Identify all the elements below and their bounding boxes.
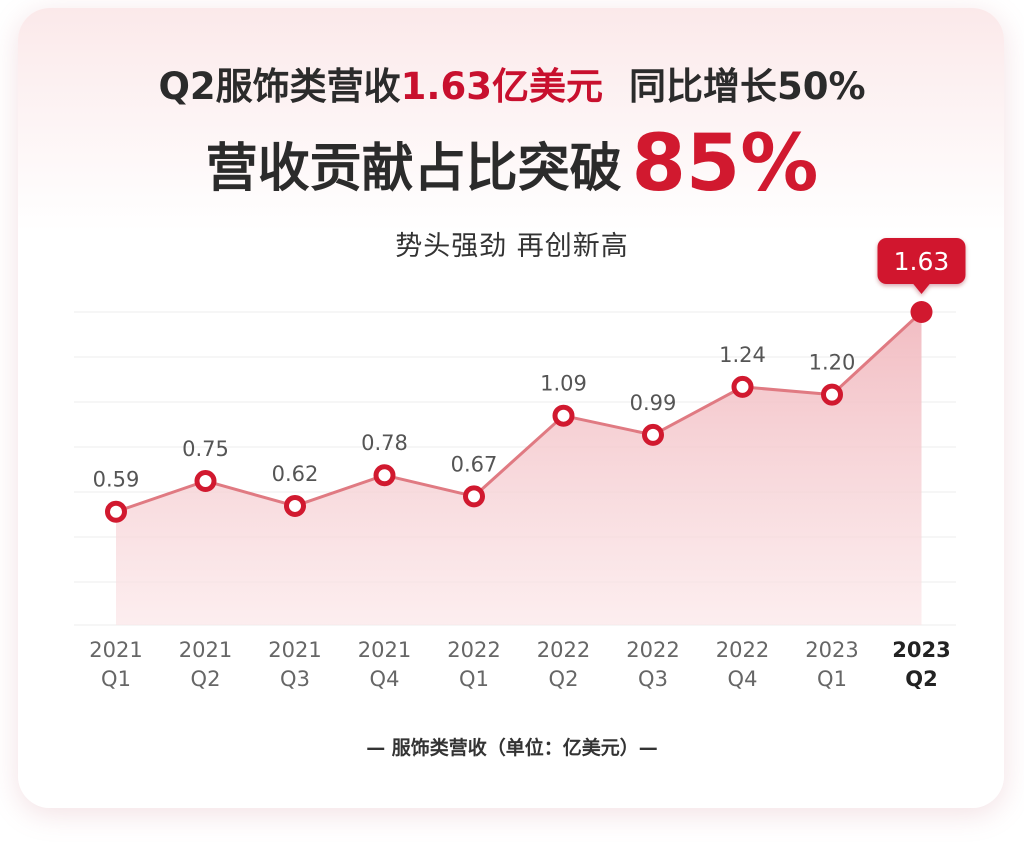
- callout-box: [877, 238, 966, 284]
- x-tick-quarter: Q3: [638, 667, 668, 691]
- data-point: [284, 494, 306, 517]
- x-tick-quarter: Q3: [280, 667, 310, 691]
- value-label: 1.20: [809, 351, 856, 375]
- headline-share-percent: 85%: [631, 119, 819, 209]
- x-tick-quarter: Q2: [549, 667, 579, 691]
- x-tick-year: 2022: [716, 638, 769, 662]
- data-point: [105, 500, 127, 523]
- value-label: 0.75: [182, 437, 229, 461]
- value-label: 0.78: [361, 431, 408, 455]
- value-label: 0.62: [272, 462, 319, 486]
- value-label: 0.59: [93, 468, 140, 492]
- x-tick-year: 2022: [626, 638, 679, 662]
- data-point: [642, 423, 664, 446]
- value-label: 1.09: [540, 372, 587, 396]
- callout-highlight: 1.63: [877, 238, 966, 294]
- x-tick-year: 2022: [447, 638, 500, 662]
- headline-share: 营收贡献占比突破 85%: [0, 124, 1024, 209]
- series-legend: — 服饰类营收（单位：亿美元）—: [366, 737, 658, 759]
- data-point: [821, 383, 843, 406]
- headline-amount: 1.63亿美元: [400, 65, 603, 108]
- value-label-highlight: 1.63: [894, 247, 950, 276]
- data-point: [194, 469, 217, 492]
- x-tick-year: 2021: [179, 638, 232, 662]
- x-tick-quarter: Q4: [728, 667, 758, 691]
- x-tick-year: 2021: [268, 638, 321, 662]
- series-line: [115, 310, 923, 514]
- x-tick-year: 2021: [358, 638, 411, 662]
- x-tick-year: 2022: [537, 638, 590, 662]
- x-tick-year: 2023: [805, 638, 858, 662]
- x-tick-quarter: Q2: [191, 667, 221, 691]
- series-area: [116, 312, 922, 625]
- x-tick-quarter: Q1: [817, 667, 847, 691]
- headline-revenue: Q2服饰类营收1.63亿美元 同比增长50%: [0, 56, 1024, 110]
- data-point: [373, 464, 396, 487]
- headline-prefix: Q2服饰类营收: [158, 65, 401, 108]
- subtitle: 势头强劲 再创新高: [395, 231, 629, 262]
- value-label: 0.99: [630, 391, 677, 415]
- x-tick-year: 2023: [892, 638, 950, 662]
- value-label: 0.67: [451, 452, 498, 476]
- headline-share-text: 营收贡献占比突破: [205, 139, 622, 199]
- value-label: 1.24: [719, 343, 766, 367]
- x-tick-quarter: Q1: [459, 667, 489, 691]
- x-tick-quarter: Q4: [370, 667, 400, 691]
- headline-growth: 同比增长50%: [628, 65, 866, 108]
- data-point-highlight: [910, 301, 933, 323]
- callout-pointer: [912, 283, 931, 294]
- data-point: [731, 375, 754, 398]
- data-point: [463, 485, 485, 508]
- data-point: [552, 404, 575, 427]
- x-tick-quarter: Q2: [905, 667, 937, 691]
- x-tick-quarter: Q1: [101, 667, 131, 691]
- x-tick-year: 2021: [89, 638, 142, 662]
